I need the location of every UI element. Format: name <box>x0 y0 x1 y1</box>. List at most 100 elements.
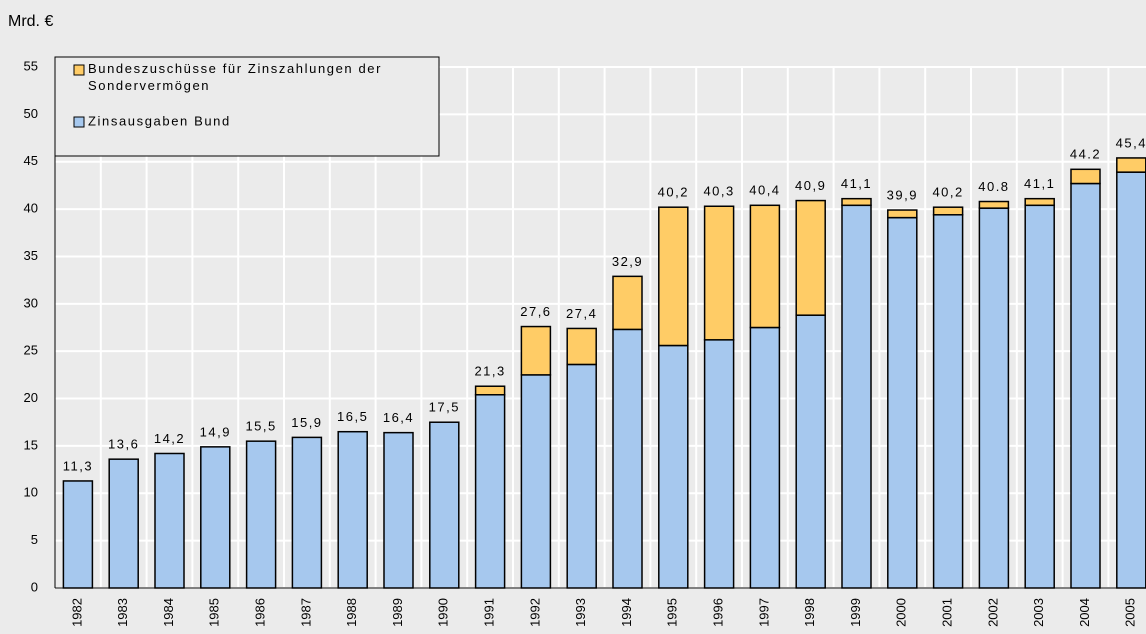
bar-segment <box>1024 204 1055 589</box>
total-label: 16,5 <box>337 409 368 424</box>
bar-segment <box>749 204 781 329</box>
total-label: 40,2 <box>932 185 963 200</box>
bar-segment <box>887 209 918 219</box>
x-tick-label: 1995 <box>665 598 680 627</box>
bar-segment <box>932 206 964 216</box>
total-label: 39,9 <box>887 187 918 202</box>
x-tick-label: 1989 <box>390 598 405 627</box>
x-tick-label: 1994 <box>619 598 634 627</box>
legend-box <box>54 56 440 157</box>
total-label: 45,4 <box>1116 135 1146 150</box>
x-tick-label: 1999 <box>848 598 863 627</box>
y-tick-label: 40 <box>24 201 38 216</box>
x-tick-label: 1987 <box>298 598 313 627</box>
bar-segment <box>658 206 689 347</box>
total-label: 15,5 <box>245 419 276 434</box>
bar-segment <box>612 328 643 589</box>
y-tick-label: 30 <box>24 295 38 310</box>
bar-segment <box>932 214 964 589</box>
total-label: 41,1 <box>841 176 872 191</box>
total-label: 41,1 <box>1024 176 1055 191</box>
x-tick-label: 1990 <box>436 598 451 627</box>
total-label: 14,9 <box>200 424 231 439</box>
bar-segment <box>154 452 185 589</box>
bar-segment <box>749 326 781 589</box>
bar-segment <box>108 458 139 589</box>
bar-segment <box>795 199 826 316</box>
bar-segment <box>62 480 94 589</box>
x-tick-label: 1984 <box>161 598 176 627</box>
bar-segment <box>474 394 506 589</box>
bar-segment <box>612 275 643 331</box>
y-tick-label: 25 <box>24 343 38 358</box>
y-axis-label: Mrd. € <box>8 13 53 30</box>
y-tick-label: 0 <box>31 579 38 594</box>
y-tick-label: 55 <box>24 58 38 73</box>
x-tick-label: 1998 <box>802 598 817 627</box>
total-label: 40,9 <box>795 178 826 193</box>
x-tick-label: 1996 <box>711 598 726 627</box>
legend-label: Zinsausgaben Bund <box>88 113 231 128</box>
total-label: 14,2 <box>154 431 185 446</box>
y-tick-label: 45 <box>24 153 38 168</box>
total-label: 13,6 <box>108 437 139 452</box>
x-tick-label: 1992 <box>527 598 542 627</box>
bar-segment <box>1116 171 1146 589</box>
total-label: 27,6 <box>520 304 551 319</box>
x-tick-label: 1982 <box>69 598 84 627</box>
y-tick-label: 10 <box>24 485 38 500</box>
x-tick-label: 1993 <box>573 598 588 627</box>
bar-segment <box>520 325 552 376</box>
bar-segment <box>978 207 1010 589</box>
bar-segment <box>841 204 872 589</box>
total-label: 32,9 <box>612 254 643 269</box>
bar-segment <box>200 446 231 589</box>
total-label: 16,4 <box>383 410 414 425</box>
total-label: 44.2 <box>1070 147 1101 162</box>
bar-segment <box>429 421 460 589</box>
x-tick-label: 1988 <box>344 598 359 627</box>
total-label: 11,3 <box>63 458 93 473</box>
bar-segment <box>474 385 506 396</box>
bar-segment <box>703 339 735 589</box>
bar-segment <box>887 216 918 589</box>
total-label: 21,3 <box>474 364 505 379</box>
x-tick-label: 2000 <box>894 598 909 627</box>
total-label: 27,4 <box>566 306 597 321</box>
x-tick-label: 1997 <box>756 598 771 627</box>
x-tick-label: 2003 <box>1031 598 1046 627</box>
bar-segment <box>1116 157 1146 173</box>
bar-segment <box>658 344 689 589</box>
legend: Bundeszuschüsse für Zinszahlungen der Son… <box>54 56 440 157</box>
total-label: 40,4 <box>749 183 780 198</box>
legend-label-line: Sondervermögen <box>88 78 210 93</box>
bar-segment <box>383 431 414 589</box>
y-tick-label: 15 <box>24 437 38 452</box>
x-tick-label: 1991 <box>482 598 497 627</box>
x-tick-label: 2004 <box>1077 598 1092 627</box>
y-tick-label: 50 <box>24 106 38 121</box>
total-label: 40,3 <box>703 184 734 199</box>
legend-swatch <box>73 116 85 128</box>
total-label: 15,9 <box>291 415 322 430</box>
x-tick-label: 2001 <box>940 598 955 627</box>
x-tick-label: 1983 <box>115 598 130 627</box>
bar-segment <box>1070 168 1101 185</box>
bar-segment <box>978 200 1010 209</box>
y-tick-label: 35 <box>24 248 38 263</box>
bar-segment <box>566 327 597 366</box>
bar-segment <box>245 440 277 589</box>
total-label: 40,2 <box>658 185 689 200</box>
y-tick-label: 20 <box>24 390 38 405</box>
bar-segment <box>795 314 826 589</box>
total-label: 17,5 <box>429 400 460 415</box>
x-tick-label: 2002 <box>985 598 1000 627</box>
x-tick-label: 1985 <box>207 598 222 627</box>
bar-segment <box>520 374 552 589</box>
legend-swatch <box>73 64 85 76</box>
x-tick-label: 2005 <box>1123 598 1138 627</box>
bar-segment <box>291 436 323 589</box>
bar-segment <box>1070 182 1101 589</box>
total-label: 40.8 <box>978 179 1009 194</box>
